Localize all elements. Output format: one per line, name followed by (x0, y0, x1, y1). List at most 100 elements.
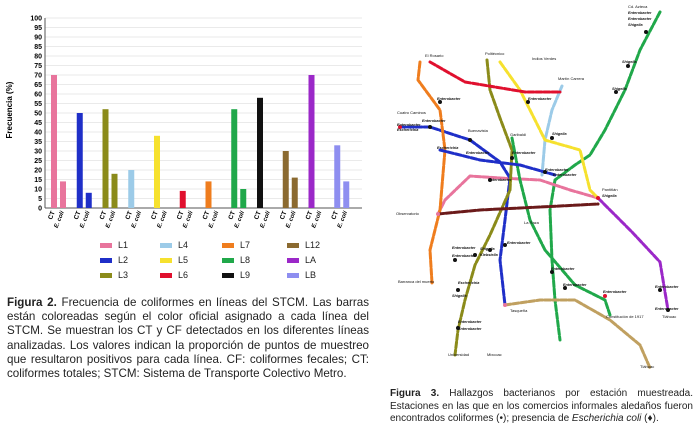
station-label: Universidad (448, 352, 469, 357)
legend-item: L3 (100, 270, 128, 280)
bar-L9-0 (257, 97, 263, 208)
station-label: Mixcoac (487, 352, 502, 357)
station-label: Indios Verdes (532, 56, 556, 61)
legend-label: L12 (305, 240, 321, 250)
bar-LB-0 (334, 145, 341, 208)
station-label: Enterobacter (655, 285, 679, 289)
station-label: Enterobacter (628, 17, 652, 21)
station-label: Escherichia (437, 146, 458, 150)
station-label: Enterobacter (452, 254, 476, 258)
bar-L6-0 (179, 190, 186, 208)
y-tick-label: 35 (34, 139, 42, 146)
line-a-path (596, 196, 670, 312)
station-label: Enterobacter (452, 246, 476, 250)
bar-L4-0 (128, 170, 135, 208)
legend-swatch (222, 257, 234, 263)
figure-3-text-a: Hallazgos bacterianos por estación muest… (390, 388, 693, 425)
bar-LB-1 (343, 181, 350, 208)
figure-3-label: Figura 3. (390, 388, 440, 399)
legend-swatch (160, 242, 172, 248)
x-bar-label: CT (150, 210, 160, 221)
legend-swatch (222, 272, 234, 278)
station-label: Observatorio (396, 211, 420, 216)
legend-swatch (160, 257, 172, 263)
bar-L12-1 (291, 177, 298, 208)
legend-item: L2 (100, 255, 128, 265)
legend-swatch (287, 272, 299, 278)
station-label: Enterobacter (628, 11, 652, 15)
bar-L1-0 (51, 75, 57, 208)
station-markers (398, 30, 670, 330)
y-tick-label: 90 (34, 35, 42, 42)
legend-item: L7 (222, 240, 250, 250)
legend-item: L8 (222, 255, 250, 265)
line-12-path (503, 298, 652, 370)
legend-label: L2 (118, 255, 129, 265)
x-axis-labels: CTE. coli CTE. coli CTE. coli CTE. coli CTE.… (47, 210, 349, 229)
bar-L3-0 (102, 109, 109, 208)
legend-item: L6 (160, 270, 188, 280)
y-tick-label: 15 (34, 177, 42, 184)
y-tick-label: 65 (34, 82, 42, 89)
x-bar-label: CT (73, 210, 83, 221)
legend-item: LA (287, 255, 316, 265)
station-label: Enterobacter (545, 168, 569, 172)
station-label: Politécnico (485, 51, 505, 56)
station-label: Enterobacter (603, 290, 627, 294)
bar-chart: 0 5 10 15 20 25 30 35 40 45 50 55 60 65 70 75 80 85 90 95 10… (5, 16, 362, 229)
station-label: Enterobacter (397, 123, 421, 127)
station-label: Constitución de 1917 (606, 314, 644, 319)
station-label: Shigella (552, 132, 567, 136)
station-label: Shigella (612, 87, 627, 91)
y-tick-label: 40 (34, 130, 42, 137)
station-label: El Rosario (425, 53, 444, 58)
line-3-path (453, 58, 514, 357)
y-axis-label: Frecuencia (%) (5, 81, 14, 138)
x-bar-label: CT (279, 210, 289, 221)
legend-item: L4 (160, 240, 188, 250)
legend-label: LA (305, 255, 317, 265)
station-label: Martín Carrera (558, 76, 585, 81)
x-bar-label: CT (330, 210, 340, 221)
legend-swatch (287, 242, 299, 248)
y-axis-ticks: 0 5 10 15 20 25 30 35 40 45 50 55 60 65 70 75 80 85 90 95 10… (30, 16, 42, 213)
station-label: Cd. Azteca (628, 4, 648, 9)
metro-map: Cd. AztecaEnterobacterEnterobacterShigel… (396, 4, 679, 370)
x-bar-label: CT (202, 210, 212, 221)
station-label: Tláhuac (640, 364, 654, 369)
y-tick-label: 45 (34, 120, 42, 127)
line-5-path (498, 60, 600, 200)
legend-swatch (100, 272, 112, 278)
station-label: Enterobacter (553, 173, 577, 177)
y-tick-label: 50 (34, 111, 42, 118)
legend-item: L1 (100, 240, 128, 250)
bar-L8-1 (240, 189, 247, 208)
station-label: Enterobacter (655, 307, 679, 311)
station-labels: Cd. AztecaEnterobacterEnterobacterShigel… (396, 4, 679, 369)
station-label: Enterobacter (528, 97, 552, 101)
figure-2-caption: Figura 2. Frecuencia de coliformes en lí… (7, 296, 369, 381)
legend-swatch (287, 257, 299, 263)
station-label: Pantitlán (602, 187, 618, 192)
station-label: Tasqueña (510, 308, 528, 313)
legend-label: L3 (118, 270, 129, 280)
station-label: Enterobacter (551, 267, 575, 271)
station-label: Enterobacter (488, 178, 512, 182)
station-label: Tláhuac (662, 314, 676, 319)
station-label: Escherichia (397, 128, 418, 132)
legend-label: L4 (178, 240, 189, 250)
bar-L12-0 (282, 151, 289, 208)
legend-label: L5 (178, 255, 189, 265)
line-8-path (510, 136, 612, 317)
figure-3-text-b: (♦). (641, 413, 659, 425)
station-label: Enterobacter (507, 241, 531, 245)
x-bar-label: CT (227, 210, 237, 221)
line-6-path (428, 60, 562, 94)
y-tick-label: 70 (34, 73, 42, 80)
station-label: Shigella (602, 194, 617, 198)
line-b2-path (438, 148, 557, 177)
line-9-path (436, 202, 600, 216)
y-tick-label: 60 (34, 92, 42, 99)
x-bar-label: CT (253, 210, 263, 221)
figure-2-label: Figura 2. (7, 296, 57, 309)
